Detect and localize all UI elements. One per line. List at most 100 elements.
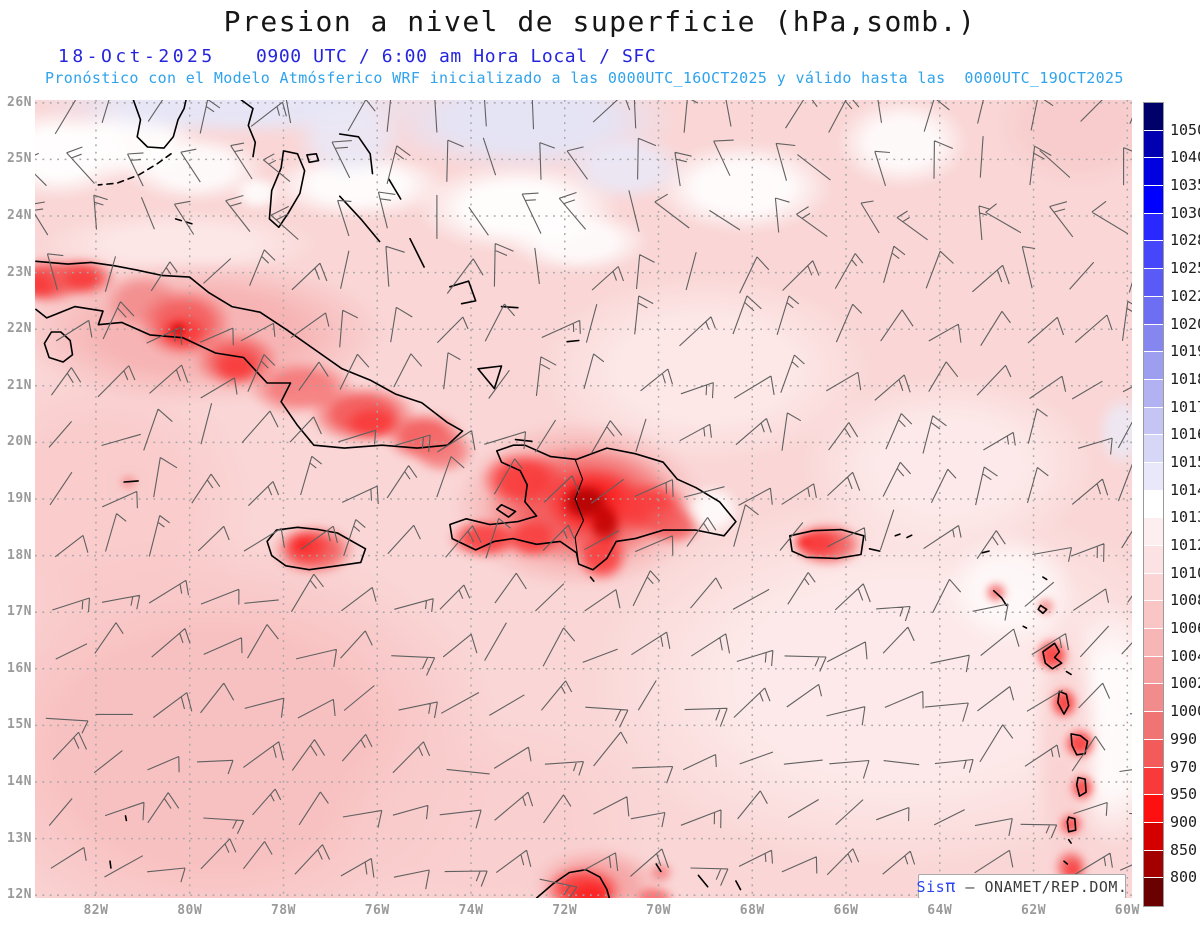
- lat-label-14N: 14N: [7, 773, 32, 789]
- colorbar-segment-20: [1144, 656, 1163, 685]
- watermark-separator: –: [955, 877, 985, 896]
- colorbar-segments: [1143, 102, 1164, 907]
- colorbar-segment-26: [1144, 822, 1163, 851]
- colorbar-segment-13: [1144, 462, 1163, 491]
- wind-barbs: [35, 100, 1132, 898]
- pressure-feature-guadeloupe-red: [1035, 637, 1070, 672]
- colorbar-segment-2: [1144, 158, 1163, 187]
- watermark-agency: ONAMET/REP.DOM.: [984, 877, 1128, 896]
- colorbar-segment-25: [1144, 795, 1163, 823]
- colorbar-label-1019: 1019: [1170, 342, 1200, 361]
- colorbar-segment-19: [1144, 629, 1163, 657]
- coastline-grenadines-1: [1067, 838, 1072, 844]
- lat-label-17N: 17N: [7, 604, 32, 620]
- colorbar-segment-7: [1144, 296, 1163, 325]
- colorbar-segment-11: [1144, 407, 1163, 436]
- colorbar-label-850: 850: [1170, 840, 1198, 859]
- pressure-feature-white-spot-andros: [234, 176, 282, 211]
- colorbar-label-1030: 1030: [1170, 203, 1200, 222]
- colorbar-label-1000: 1000: [1170, 702, 1200, 721]
- map-canvas: Sis π – ONAMET/REP.DOM.: [35, 100, 1132, 898]
- lat-label-13N: 13N: [7, 830, 32, 846]
- coastline-gonave: [496, 503, 517, 518]
- coastline-barbuda: [1042, 576, 1048, 581]
- coastline-hispaniola: [449, 444, 737, 571]
- lat-label-22N: 22N: [7, 321, 32, 337]
- pressure-feature-lavender-right-edge: [1096, 394, 1132, 468]
- lat-label-21N: 21N: [7, 377, 32, 393]
- coastline-virgin-islands-2: [906, 534, 913, 539]
- lon-label-60W: 60W: [1114, 903, 1140, 918]
- colorbar-segment-14: [1144, 490, 1163, 519]
- colorbar-label-1006: 1006: [1170, 619, 1200, 638]
- lon-label-68W: 68W: [739, 903, 765, 918]
- coastline-vieques: [868, 548, 881, 552]
- forecast-time: 0900 UTC / 6:00 am Hora Local / SFC: [256, 46, 657, 67]
- colorbar-segment-17: [1144, 573, 1163, 602]
- lat-label-16N: 16N: [7, 660, 32, 676]
- lat-label-25N: 25N: [7, 151, 32, 167]
- colorbar-label-950: 950: [1170, 785, 1198, 804]
- colorbar-label-1017: 1017: [1170, 397, 1200, 416]
- colorbar-segment-21: [1144, 684, 1163, 713]
- coastline-grand-cayman: [123, 480, 139, 483]
- lat-label-19N: 19N: [7, 491, 32, 506]
- coastline-st-martin: [981, 550, 990, 554]
- coastline-eleuthera: [338, 133, 374, 175]
- coastline-st-vincent: [1066, 816, 1077, 833]
- coastline-marie-galante: [1065, 670, 1072, 676]
- coastline-bonaire: [735, 880, 742, 891]
- coastline-haiti-dr-border: [574, 458, 585, 559]
- coastline-cat-island: [388, 178, 402, 200]
- colorbar-segment-1: [1144, 130, 1163, 159]
- lat-label-26N: 26N: [7, 94, 32, 110]
- colorbar-label-800: 800: [1170, 868, 1198, 887]
- colorbar-label-1022: 1022: [1170, 286, 1200, 305]
- colorbar-segment-10: [1144, 379, 1163, 408]
- coastline-dominica: [1057, 690, 1070, 715]
- coastline-guadeloupe: [1042, 642, 1063, 670]
- colorbar-label-970: 970: [1170, 757, 1198, 776]
- colorbar-segment-28: [1144, 878, 1163, 906]
- colorbar-segment-18: [1144, 601, 1163, 630]
- coastline-turks-caicos: [566, 339, 580, 343]
- colorbar-label-1016: 1016: [1170, 425, 1200, 444]
- colorbar-label-1028: 1028: [1170, 231, 1200, 250]
- coastline-montserrat: [1022, 625, 1028, 629]
- pressure-feature-deep-w-ext: [35, 363, 256, 658]
- lat-label-23N: 23N: [7, 264, 32, 280]
- colorbar-segment-27: [1144, 850, 1163, 879]
- lat-label-15N: 15N: [7, 717, 32, 733]
- colorbar-segment-15: [1144, 518, 1163, 546]
- coastline-aruba: [655, 863, 662, 873]
- coastline-st-kitts-nevis: [992, 589, 1008, 607]
- coastline-st-lucia: [1075, 776, 1087, 797]
- colorbar-segment-12: [1144, 435, 1163, 463]
- pressure-feature-jamaica-dot: [291, 536, 313, 552]
- pressure-feature-guajira-core: [567, 881, 614, 898]
- colorbar-label-1010: 1010: [1170, 563, 1200, 582]
- latlon-grid: [35, 100, 1132, 898]
- colorbar-label-1004: 1004: [1170, 646, 1200, 665]
- lat-label-20N: 20N: [7, 434, 32, 450]
- coastline-curacao: [697, 874, 709, 888]
- colorbar-segment-3: [1144, 186, 1163, 214]
- pressure-colorbar: 1050 1040 1035 1030 1028 1025 1022 1020 1019 1018…: [1143, 102, 1200, 907]
- colorbar-label-1035: 1035: [1170, 176, 1200, 195]
- lon-label-76W: 76W: [364, 903, 390, 918]
- lon-label-74W: 74W: [458, 903, 484, 918]
- colorbar-segment-23: [1144, 739, 1163, 768]
- colorbar-segment-9: [1144, 352, 1163, 380]
- lon-label-72W: 72W: [552, 903, 578, 918]
- model-note: Pronóstico con el Modelo Atmósferico WRF…: [45, 69, 1124, 87]
- colorbar-label-1013: 1013: [1170, 508, 1200, 527]
- coastline-inagua: [477, 365, 503, 390]
- colorbar-label-1012: 1012: [1170, 536, 1200, 555]
- lon-label-66W: 66W: [833, 903, 859, 918]
- coastline-exuma-cays: [338, 195, 381, 243]
- page-title: Presion a nivel de superficie (hPa,somb.…: [223, 5, 977, 38]
- lat-label-24N: 24N: [7, 208, 32, 224]
- colorbar-segment-0: [1144, 103, 1163, 131]
- colorbar-segment-4: [1144, 213, 1163, 242]
